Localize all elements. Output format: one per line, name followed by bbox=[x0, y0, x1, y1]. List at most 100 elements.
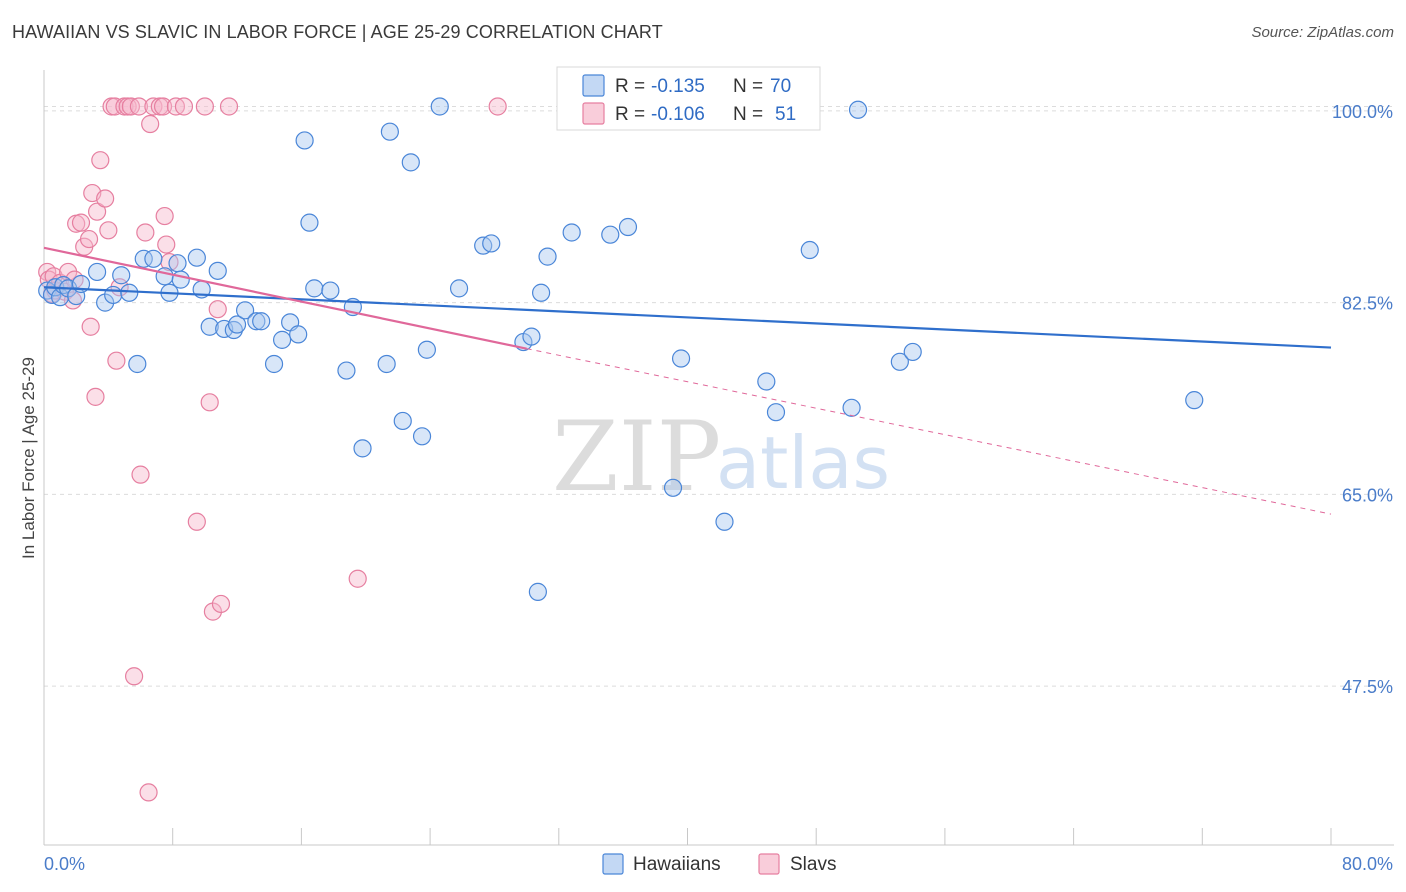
hawaiians-point bbox=[120, 283, 139, 302]
hawaiians-point bbox=[272, 330, 292, 349]
x-tick-label: 80.0% bbox=[1342, 854, 1393, 874]
source-credit: Source: ZipAtlas.com bbox=[1251, 24, 1394, 41]
hawaiians-point bbox=[1185, 391, 1204, 410]
watermark-zip: ZIP bbox=[552, 401, 721, 513]
hawaiians-point bbox=[155, 267, 174, 286]
slavs-n-value: 51 bbox=[775, 104, 796, 125]
slavs-point bbox=[124, 667, 144, 686]
series-legend: Hawaiians Slavs bbox=[602, 853, 836, 875]
slavs-point bbox=[71, 213, 91, 232]
slavs-r-value: -0.106 bbox=[651, 104, 705, 125]
slavs-point bbox=[211, 594, 231, 614]
hawaiians-point bbox=[289, 325, 308, 344]
hawaiians-point bbox=[321, 281, 340, 300]
hawaiians-point bbox=[903, 342, 922, 362]
slavs-trend-extension bbox=[526, 348, 1332, 515]
hawaiians-point bbox=[766, 403, 786, 422]
slavs-point bbox=[200, 393, 219, 412]
hawaiians-point bbox=[224, 320, 243, 340]
slavs-point bbox=[87, 202, 107, 221]
hawaiians-point bbox=[353, 439, 372, 458]
slavs-point bbox=[144, 97, 163, 116]
slavs-point bbox=[91, 151, 110, 170]
hawaiians-point bbox=[171, 270, 190, 289]
slavs-legend-swatch bbox=[758, 853, 780, 875]
slavs-point bbox=[96, 189, 115, 208]
hawaiians-point bbox=[380, 122, 399, 141]
hawaiians-point bbox=[104, 285, 123, 305]
slavs-r-label: R = bbox=[615, 104, 645, 125]
hawaiians-point bbox=[377, 354, 396, 374]
hawaiians-point bbox=[449, 279, 469, 298]
hawaiians-point bbox=[200, 317, 219, 336]
hawaiians-point bbox=[247, 312, 266, 331]
slavs-point bbox=[107, 351, 126, 370]
hawaiians-point bbox=[208, 261, 227, 280]
hawaiians-point bbox=[393, 411, 412, 431]
slavs-point bbox=[141, 114, 160, 134]
slavs-point bbox=[86, 387, 105, 406]
slavs-point bbox=[208, 300, 227, 319]
hawaiians-point bbox=[671, 349, 691, 368]
slavs-point bbox=[139, 783, 158, 802]
hawaiians-point bbox=[757, 372, 776, 391]
hawaiians-point bbox=[562, 223, 581, 242]
slavs-trend-line bbox=[43, 246, 527, 350]
slavs-point bbox=[195, 97, 214, 116]
hawaiians-n-label: N = bbox=[733, 76, 763, 97]
hawaiians-point bbox=[300, 213, 319, 232]
x-axis-ticks bbox=[43, 828, 1332, 845]
hawaiians-point bbox=[295, 131, 314, 150]
trend-lines bbox=[43, 246, 1332, 515]
hawaiians-point bbox=[538, 247, 557, 266]
x-tick-labels: 0.0% 80.0% bbox=[44, 854, 1393, 874]
slavs-legend-label: Slavs bbox=[790, 854, 836, 875]
slavs-point bbox=[129, 97, 149, 116]
hawaiians-point bbox=[800, 240, 819, 260]
slavs-point bbox=[105, 97, 124, 116]
slavs-point bbox=[174, 97, 194, 116]
slavs-point bbox=[219, 97, 239, 116]
hawaiians-point bbox=[144, 249, 163, 268]
hawaiians-point bbox=[522, 327, 541, 346]
hawaiians-point bbox=[528, 582, 547, 601]
slavs-point bbox=[79, 229, 99, 249]
slavs-point bbox=[488, 97, 507, 116]
slavs-point bbox=[81, 317, 100, 336]
hawaiians-point bbox=[890, 352, 909, 371]
hawaiians-point bbox=[848, 100, 868, 119]
y-axis-label: In Labor Force | Age 25-29 bbox=[19, 357, 38, 559]
hawaiians-point bbox=[235, 301, 255, 320]
hawaiians-swatch bbox=[582, 74, 605, 97]
y-tick-labels: 100.0% 82.5% 65.0% 47.5% bbox=[1332, 102, 1393, 697]
hawaiians-r-value: -0.135 bbox=[651, 76, 705, 97]
watermark-atlas: atlas bbox=[716, 421, 890, 505]
slavs-point bbox=[99, 221, 118, 240]
slavs-point bbox=[131, 465, 150, 484]
hawaiians-series bbox=[38, 97, 1204, 601]
slavs-swatch bbox=[582, 102, 605, 125]
slavs-series bbox=[38, 97, 507, 802]
slavs-point bbox=[153, 97, 173, 116]
hawaiians-point bbox=[264, 354, 284, 374]
hawaiians-point bbox=[412, 427, 432, 446]
hawaiians-point bbox=[252, 312, 271, 331]
hawaiians-point bbox=[128, 354, 147, 374]
hawaiians-point bbox=[601, 225, 620, 244]
hawaiians-point bbox=[187, 248, 206, 267]
stats-legend: R = -0.135 N = 70 R = -0.106 N = 51 bbox=[556, 66, 821, 131]
hawaiians-r-label: R = bbox=[615, 76, 645, 97]
hawaiians-n-value: 70 bbox=[770, 76, 791, 97]
hawaiians-point bbox=[168, 254, 187, 273]
hawaiians-point bbox=[305, 279, 324, 298]
slavs-point bbox=[348, 569, 367, 588]
hawaiians-point bbox=[663, 478, 683, 497]
y-tick-label: 47.5% bbox=[1342, 677, 1393, 697]
slavs-point bbox=[157, 235, 176, 254]
hawaiians-legend-label: Hawaiians bbox=[633, 854, 721, 875]
y-tick-label: 82.5% bbox=[1342, 294, 1393, 314]
hawaiians-point bbox=[482, 234, 501, 253]
hawaiians-point bbox=[842, 398, 861, 417]
hawaiians-point bbox=[112, 266, 131, 285]
